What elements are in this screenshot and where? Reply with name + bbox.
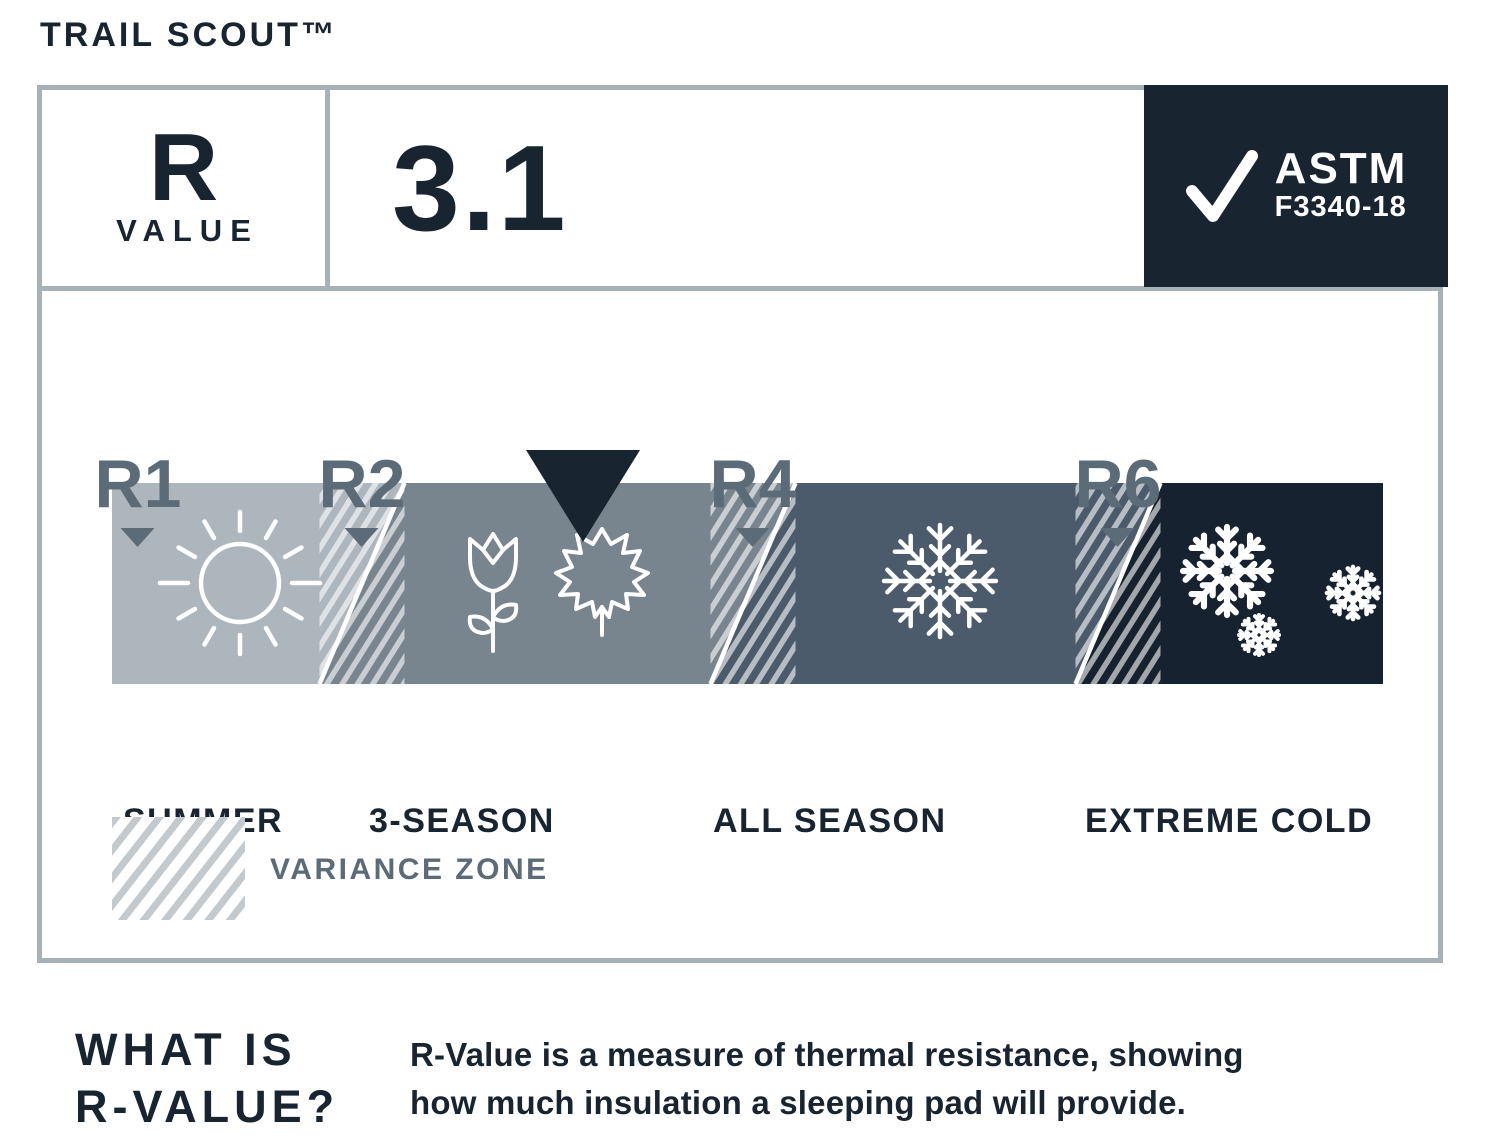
footer-body: R-Value is a measure of thermal resistan… [410, 1031, 1244, 1127]
caret-down-icon [345, 528, 379, 547]
astm-text: ASTM F3340-18 [1275, 147, 1408, 224]
variance-zone-label: VARIANCE ZONE [270, 853, 549, 886]
rvalue-label-cell: R VALUE [42, 90, 330, 286]
astm-badge: ASTM F3340-18 [1144, 85, 1448, 287]
checkmark-icon [1185, 150, 1258, 222]
label-extreme-cold: EXTREME COLD [1085, 802, 1374, 840]
rvalue-number: 3.1 [392, 120, 568, 256]
marker-r1-label: R1 [94, 446, 182, 522]
marker-r4-label: R4 [709, 446, 797, 522]
marker-r1: R1 [94, 446, 182, 547]
caret-down-icon [121, 528, 155, 547]
footer-heading-line1: WHAT IS [75, 1024, 297, 1075]
maple-leaf-icon [554, 527, 650, 637]
rvalue-number-cell: 3.1 [330, 90, 1438, 286]
variance-zone-r4 [708, 483, 798, 684]
rvalue-label-value: VALUE [116, 213, 259, 249]
astm-standard-name: ASTM [1274, 144, 1408, 194]
marker-r6: R6 [1074, 446, 1162, 547]
label-all-season: ALL SEASON [713, 802, 947, 840]
tulip-icon [467, 532, 519, 653]
marker-r2-label: R2 [318, 446, 406, 522]
caret-down-icon [1101, 528, 1135, 547]
label-3-season: 3-SEASON [369, 802, 555, 840]
marker-r6-label: R6 [1074, 446, 1162, 522]
variance-hatch-swatch [112, 817, 245, 920]
rvalue-header-row: R VALUE 3.1 ASTM F3340-18 [42, 85, 1448, 291]
marker-r2: R2 [318, 446, 406, 547]
sun-icon [157, 509, 323, 657]
footer-body-line2: how much insulation a sleeping pad will … [410, 1083, 1187, 1121]
marker-r4: R4 [709, 446, 797, 547]
astm-standard-number: F3340-18 [1274, 191, 1407, 224]
footer-heading-line2: R-VALUE? [75, 1080, 340, 1132]
variance-zone-r6 [1073, 483, 1163, 684]
segment-all-season [753, 483, 1118, 684]
rvalue-label-r: R [148, 113, 219, 221]
product-title: TRAIL SCOUT™ [40, 16, 338, 54]
value-marker-triangle [526, 450, 640, 542]
rvalue-scale-bar [112, 483, 1383, 684]
rvalue-card: R VALUE 3.1 ASTM F3340-18 R1 R2 [37, 85, 1448, 963]
variance-zone-r2 [317, 483, 407, 684]
footer-body-line1: R-Value is a measure of thermal resistan… [410, 1036, 1244, 1073]
footer-heading: WHAT IS R-VALUE? [75, 1022, 339, 1135]
caret-down-icon [736, 528, 770, 547]
